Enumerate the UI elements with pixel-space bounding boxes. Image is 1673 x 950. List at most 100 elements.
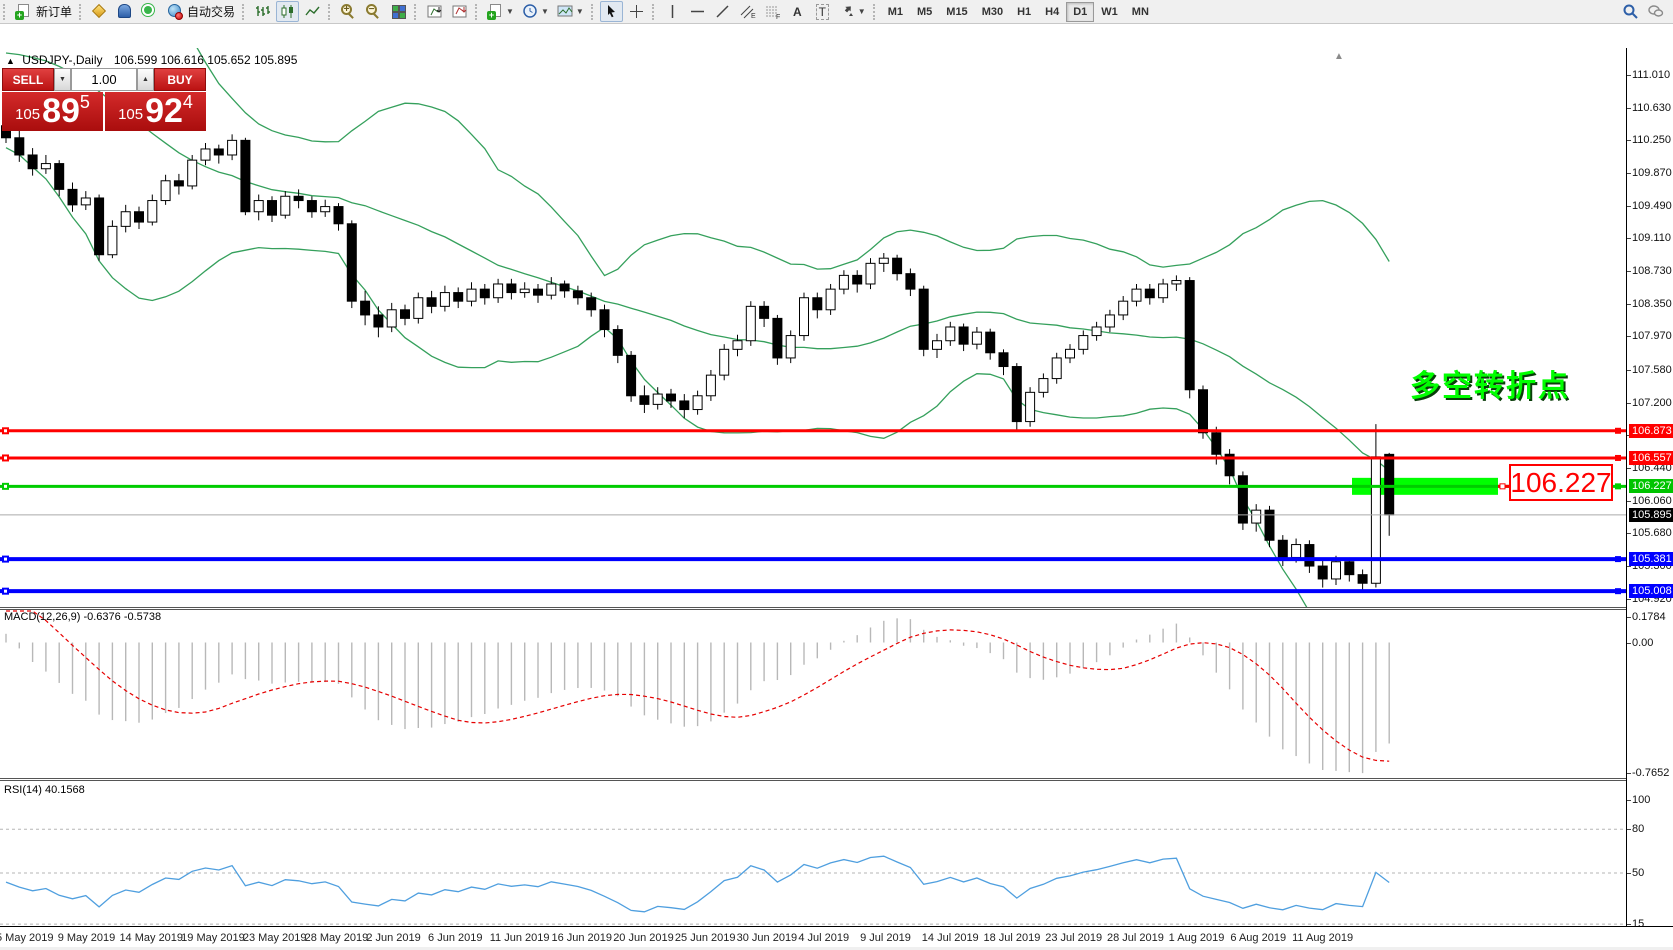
line-price-badge: 106.873 (1629, 423, 1673, 438)
chevron-down-icon: ▼ (857, 7, 866, 16)
date-label: 18 Jul 2019 (983, 932, 1041, 944)
candle-body (293, 195, 304, 202)
tick-mark (1627, 773, 1631, 774)
text-button[interactable]: A (786, 1, 809, 22)
vertical-line-button[interactable] (661, 1, 684, 22)
trendline-button[interactable] (711, 1, 734, 22)
new-chart-button[interactable]: + ▼ (484, 1, 517, 22)
line-right-handle[interactable] (1615, 454, 1621, 461)
zoom-out-button[interactable]: − (362, 1, 385, 22)
toolbar: + 新订单 自动交易 (0, 0, 1673, 24)
timeframe-button-m30[interactable]: M30 (981, 5, 1004, 18)
channel-button[interactable]: E (736, 1, 759, 22)
toolbar-grip[interactable] (475, 3, 480, 20)
timeframe-button-m5[interactable]: M5 (917, 5, 933, 18)
panel-separator[interactable] (0, 607, 1673, 610)
rsi-panel-canvas[interactable] (0, 781, 1626, 950)
sell-price-display[interactable]: 105 89 5 (2, 92, 103, 131)
toolbar-grip[interactable] (79, 3, 84, 20)
channel-icon: E (739, 3, 756, 20)
timeframe-button-d1[interactable]: D1 (1066, 1, 1095, 22)
bollinger-lower-band (5, 147, 1308, 607)
indicator-list-button[interactable] (448, 1, 471, 22)
date-label: 25 Jun 2019 (674, 932, 736, 944)
line-chart-button[interactable] (301, 1, 324, 22)
panel-separator[interactable] (0, 778, 1673, 781)
callout-handle[interactable] (1499, 483, 1506, 490)
zoom-in-button[interactable]: + (337, 1, 360, 22)
toolbar-grip[interactable] (242, 3, 247, 20)
candle-body (1078, 335, 1089, 350)
price-tick-label: 106.060 (1632, 494, 1672, 507)
candle-body (466, 288, 477, 302)
period-button[interactable]: ▼ (519, 1, 552, 22)
svg-text:F: F (776, 14, 780, 20)
collapse-trade-panel-icon[interactable]: ▲ (6, 56, 15, 66)
template-button[interactable]: ▼ (554, 1, 587, 22)
toolbar-grip[interactable] (872, 3, 878, 20)
macd-panel-canvas[interactable] (0, 610, 1626, 778)
new-order-button[interactable]: + 新订单 (15, 4, 73, 20)
timeframe-button-m1[interactable]: M1 (887, 5, 903, 18)
line-right-handle[interactable] (1615, 556, 1621, 563)
auto-trading-button[interactable]: 自动交易 (163, 1, 238, 22)
price-callout[interactable]: 106.227 (1509, 464, 1613, 501)
timeframe-group: M1 M5 M15 M30 H1 H4 D1 W1 MN (881, 1, 1156, 22)
chart-shift-marker[interactable]: ▲ (1334, 51, 1344, 62)
chat-button[interactable] (1644, 1, 1667, 22)
candle-body (865, 262, 876, 285)
metaeditor-button[interactable] (88, 1, 111, 22)
annotation-text[interactable]: 多空转折点 (1410, 370, 1570, 403)
buy-button[interactable]: BUY (154, 68, 206, 91)
candle-body (240, 139, 251, 213)
chevron-down-icon: ▼ (506, 7, 514, 16)
candle-body (27, 154, 38, 170)
tile-windows-button[interactable] (387, 1, 410, 22)
shapes-button[interactable]: ▼ (836, 1, 869, 22)
market-watch-button[interactable] (113, 1, 136, 22)
candle-body (1051, 357, 1062, 380)
price-axis[interactable]: 111.010 110.630 110.250 109.870 109.490 109.1… (1627, 48, 1673, 950)
cursor-button[interactable] (599, 1, 623, 22)
date-label: 11 Aug 2019 (1292, 932, 1354, 944)
bar-chart-button[interactable] (251, 1, 274, 22)
candle-body (439, 292, 450, 307)
line-price-badge: 105.381 (1629, 552, 1673, 567)
signals-button[interactable] (138, 1, 161, 22)
search-button[interactable] (1619, 1, 1642, 22)
price-chart-canvas[interactable] (0, 48, 1626, 607)
toolbar-grip[interactable] (414, 3, 419, 20)
candle-body (107, 225, 118, 256)
candlestick-chart-button[interactable] (276, 1, 300, 22)
horizontal-line-button[interactable] (686, 1, 709, 22)
text-label-button[interactable]: T (811, 1, 834, 22)
indicator-window-button[interactable] (423, 1, 446, 22)
timeframe-button-mn[interactable]: MN (1131, 5, 1149, 18)
candle-body (40, 163, 51, 170)
timeframe-button-h4[interactable]: H4 (1045, 5, 1060, 18)
candle-body (213, 148, 224, 156)
line-right-handle[interactable] (1615, 588, 1621, 595)
toolbar-grip[interactable] (651, 3, 657, 20)
sell-button[interactable]: SELL (2, 68, 54, 91)
timeframe-button-w1[interactable]: W1 (1101, 5, 1118, 18)
date-label: 2 Jun 2019 (366, 932, 421, 944)
toolbar-grip[interactable] (590, 3, 596, 20)
buy-price-display[interactable]: 105 92 4 (105, 92, 206, 131)
line-right-handle[interactable] (1615, 483, 1621, 490)
crosshair-button[interactable] (625, 1, 648, 22)
candle-body (812, 297, 823, 311)
timeframe-button-m15[interactable]: M15 (946, 5, 968, 18)
timeframe-button-h1[interactable]: H1 (1017, 5, 1032, 18)
line-right-handle[interactable] (1615, 427, 1621, 434)
candle-body (612, 329, 623, 356)
line-left-handle-dot (4, 429, 7, 433)
volume-decrease-button[interactable]: ▼ (54, 68, 71, 91)
volume-input[interactable]: 1.00 (71, 68, 137, 91)
candle-body (878, 257, 889, 264)
toolbar-grip[interactable] (328, 3, 333, 20)
date-axis[interactable]: 5 May 2019 9 May 2019 14 May 2019 19 May 20… (0, 926, 1673, 947)
toolbar-grip[interactable] (3, 3, 8, 20)
volume-increase-button[interactable]: ▲ (137, 68, 154, 91)
fibonacci-button[interactable]: F (761, 1, 784, 22)
